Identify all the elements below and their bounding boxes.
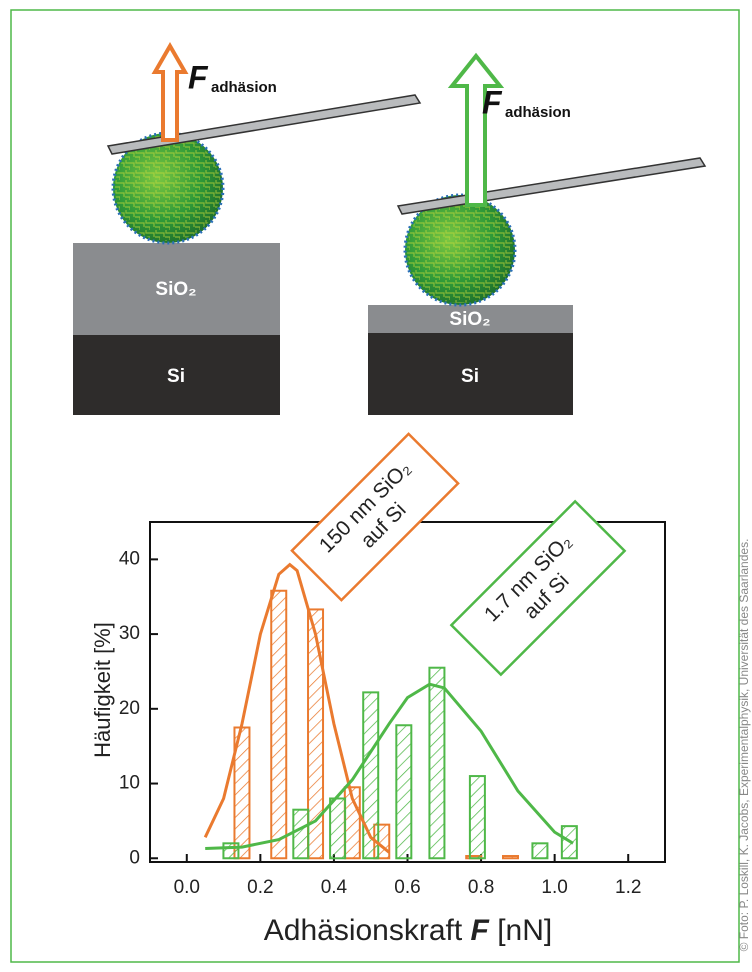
x-axis-label-text: Adhäsionskraft [264,914,463,947]
bar [395,724,413,860]
oxide-block [73,243,280,335]
sphere-texture [407,197,513,303]
bar [329,797,347,860]
x-tick-label: 0.4 [321,877,348,898]
force-subscript: adhäsion [505,104,571,121]
x-tick-label: 0.8 [468,877,494,898]
bar [292,808,310,860]
annotation-box [449,499,627,677]
substrate-label: Si [461,366,479,387]
bar [307,608,325,860]
y-tick-label: 30 [119,623,140,644]
x-axis-symbol: F [471,914,490,947]
force-arrow [151,41,189,142]
x-axis-label: Adhäsionskraft F [nN] [264,914,553,947]
fit-curve [205,682,574,850]
oxide-label: SiO₂ [449,309,490,330]
y-tick-label: 40 [119,548,140,569]
cantilever [396,157,707,215]
bar [428,666,446,860]
fit-curve [203,562,391,854]
force-subscript: adhäsion [211,79,277,96]
cantilever [106,94,422,155]
x-axis-unit: [nN] [497,914,552,947]
force-symbol: F [482,84,503,120]
bar [222,842,240,860]
y-tick-label: 10 [119,773,140,794]
substrate-block [368,333,573,415]
bar [468,775,486,860]
oxide-block [368,305,573,333]
force-symbol: F [188,59,209,95]
x-tick-label: 0.2 [247,877,273,898]
credit: © Foto: P. Loskill, K. Jacobs, Experimen… [737,539,751,952]
bar [270,589,288,860]
force-arrow [447,52,505,207]
oxide-label: SiO₂ [155,279,196,300]
x-tick-label: 0.6 [394,877,420,898]
substrate-block [73,335,280,415]
x-tick-label: 1.0 [541,877,567,898]
bar [362,691,380,860]
annotation-box [290,432,460,602]
y-axis-label: Häufigkeit [%] [90,622,115,758]
y-tick-label: 20 [119,698,140,719]
y-tick-label: 0 [129,847,140,868]
frame [10,9,740,963]
substrate-label: Si [167,366,185,387]
bar [531,842,549,860]
bar [502,855,519,860]
sphere-texture [115,135,221,241]
x-tick-label: 0.0 [174,877,200,898]
x-tick-label: 1.2 [615,877,641,898]
